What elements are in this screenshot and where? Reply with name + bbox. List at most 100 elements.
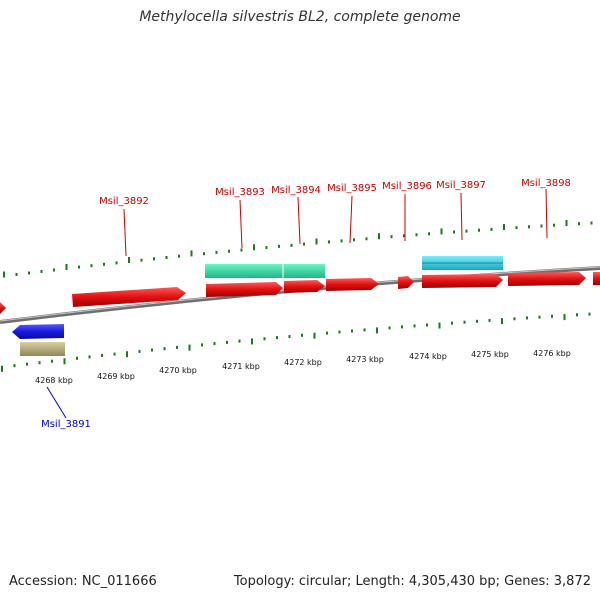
lower-tick-row (1, 312, 591, 372)
minor-tick (13, 364, 16, 368)
minor-tick (453, 230, 455, 234)
minor-tick (478, 228, 480, 232)
gene-label-msil-3894: Msil_3894 (271, 185, 321, 196)
minor-tick (288, 335, 291, 338)
minor-tick (90, 264, 93, 268)
minor-tick (290, 243, 293, 247)
major-tick (1, 365, 3, 372)
minor-tick (365, 237, 368, 241)
major-tick (315, 238, 318, 245)
minor-tick (515, 226, 518, 230)
gene-msil-3897[interactable] (422, 274, 503, 288)
major-tick (501, 318, 503, 325)
minor-tick (588, 312, 591, 316)
minor-tick (576, 313, 578, 317)
scale-label-4271: 4271 kbp (222, 362, 260, 371)
minor-tick (338, 330, 341, 334)
gene-msil-3891[interactable] (12, 324, 64, 339)
minor-tick (513, 317, 516, 321)
minor-tick (388, 326, 391, 330)
minor-tick (553, 223, 555, 227)
minor-tick (403, 234, 405, 238)
minor-tick (113, 352, 116, 356)
major-tick (376, 327, 378, 334)
minor-tick (40, 270, 43, 273)
gene-label-msil-3893: Msil_3893 (215, 187, 265, 198)
minor-tick (228, 249, 230, 253)
scale-label-4274: 4274 kbp (409, 352, 447, 361)
minor-tick (428, 232, 430, 236)
minor-tick (426, 323, 428, 327)
minor-tick (351, 329, 353, 333)
minor-tick (88, 355, 91, 359)
major-tick (65, 264, 68, 270)
gene-msil-3893[interactable] (206, 282, 283, 297)
minor-tick (340, 239, 343, 243)
scale-label-4268: 4268 kbp (35, 376, 73, 385)
minor-tick (390, 235, 393, 239)
minor-tick (226, 340, 228, 344)
scale-label-4270: 4270 kbp (159, 366, 197, 375)
minor-tick (26, 362, 28, 366)
minor-tick (263, 337, 266, 341)
minor-tick (38, 361, 41, 365)
minor-tick (151, 348, 153, 352)
major-tick (313, 332, 316, 339)
major-tick (188, 344, 191, 351)
minor-tick (215, 250, 218, 254)
minor-tick (165, 256, 168, 259)
minor-tick (490, 227, 493, 231)
feature-green-bar[interactable] (205, 264, 325, 278)
minor-tick (15, 273, 18, 276)
minor-tick (528, 225, 530, 229)
gene-msil-3894[interactable] (284, 280, 325, 293)
minor-tick (363, 328, 366, 332)
gene-msil-3895[interactable] (326, 278, 379, 291)
minor-tick (201, 343, 203, 347)
minor-tick (301, 333, 303, 337)
minor-tick (138, 349, 141, 353)
minor-tick (163, 347, 166, 351)
minor-tick (451, 321, 453, 325)
gene-left-edge[interactable] (0, 302, 6, 314)
minor-tick (540, 224, 543, 228)
minor-tick (265, 246, 268, 250)
minor-tick (153, 257, 155, 261)
minor-tick (238, 339, 241, 343)
minor-tick (101, 354, 103, 357)
minor-tick (465, 229, 468, 233)
gene-right-edge[interactable] (593, 272, 600, 285)
gene-label-msil-3895: Msil_3895 (327, 183, 377, 194)
major-tick (251, 338, 253, 345)
minor-tick (140, 258, 143, 262)
accession-text: Accession: NC_011666 (9, 574, 157, 589)
minor-tick (328, 240, 330, 244)
minor-tick (326, 331, 328, 335)
scale-label-4269: 4269 kbp (97, 372, 135, 381)
minor-tick (353, 238, 355, 242)
minor-tick (213, 342, 216, 346)
gene-msil-3892[interactable] (72, 287, 186, 307)
minor-tick (203, 252, 205, 256)
minor-tick (51, 359, 53, 363)
scale-label-4276: 4276 kbp (533, 349, 571, 358)
major-tick (440, 228, 443, 235)
minor-tick (278, 244, 280, 248)
minor-tick (115, 261, 118, 265)
gene-msil-3898[interactable] (508, 272, 586, 286)
upper-leader-lines (123, 188, 548, 257)
minor-tick (78, 265, 80, 269)
minor-tick (401, 325, 403, 329)
major-tick (503, 224, 505, 230)
rna-feature-khaki[interactable] (20, 342, 65, 356)
minor-tick (178, 254, 180, 258)
gene-label-msil-3897: Msil_3897 (436, 180, 486, 191)
minor-tick (240, 248, 243, 252)
minor-tick (103, 262, 105, 266)
gene-label-msil-3891: Msil_3891 (41, 419, 91, 430)
major-tick (565, 220, 568, 226)
minor-tick (551, 314, 553, 318)
scale-label-4272: 4272 kbp (284, 358, 322, 367)
gene-msil-3896[interactable] (398, 276, 414, 289)
